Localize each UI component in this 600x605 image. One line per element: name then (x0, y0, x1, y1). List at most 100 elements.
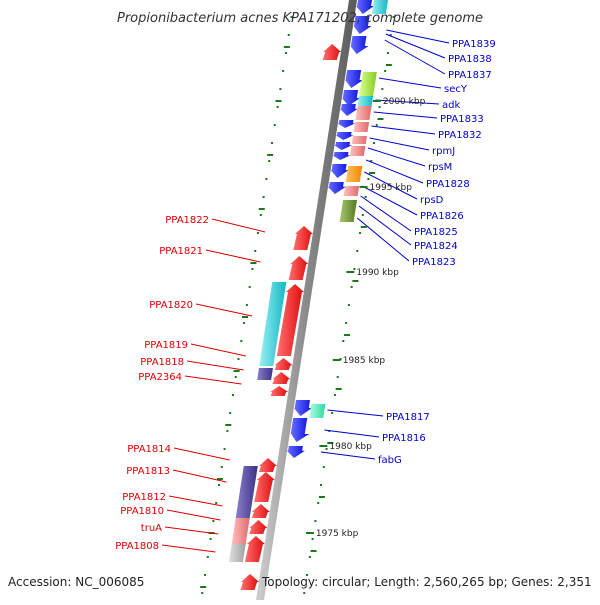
tick-major (360, 226, 367, 228)
gene-features (228, 0, 388, 590)
reverse-gene-block (231, 518, 250, 544)
forward-gene-arrow (339, 104, 358, 116)
tick-dot (384, 70, 387, 72)
reverse-leader-line (172, 469, 227, 483)
reverse-gene-arrow (322, 44, 342, 60)
reverse-leader-line (161, 544, 216, 553)
forward-leader-line (361, 185, 418, 216)
reverse-gene-block (259, 282, 287, 366)
tick-dot (209, 538, 212, 540)
tick-dot (303, 592, 306, 594)
tick-dot (345, 322, 348, 324)
reverse-gene-block (235, 466, 258, 518)
forward-gene-label: rpsD (420, 195, 444, 206)
tick-dot (284, 52, 287, 54)
reverse-gene-label: PPA1821 (159, 246, 203, 257)
forward-gene-arrow (327, 182, 346, 194)
tick-dot (215, 502, 218, 504)
topology-text: Topology: circular; Length: 2,560,265 bp… (261, 575, 592, 589)
forward-gene-arrow (353, 16, 372, 34)
reverse-gene-arrow (272, 372, 291, 384)
tick-dot (248, 286, 251, 288)
reverse-gene-label: PPA1818 (140, 357, 184, 368)
forward-gene-label: PPA1833 (440, 114, 484, 125)
forward-gene-label: PPA1824 (414, 241, 458, 252)
tick-dot (356, 250, 359, 252)
forward-gene-arrow (330, 164, 349, 178)
reverse-leader-line (205, 249, 261, 263)
reverse-gene-label: PPA1810 (120, 506, 164, 517)
tick-dot (359, 232, 362, 234)
label-leader-lines (161, 29, 450, 553)
tick-major (250, 262, 257, 264)
scale-labels: 2000 kbp 1995 kbp 1990 kbp 1985 kbp 1980 kbp… (305, 97, 426, 539)
tick-dot (378, 106, 381, 108)
tick-dot (251, 268, 254, 270)
tick-dot (240, 340, 243, 342)
reverse-gene-arrow (258, 458, 278, 472)
tick-dot (243, 322, 246, 324)
forward-gene-label: secY (444, 84, 468, 95)
reverse-gene-block (257, 368, 273, 380)
forward-leader-line (371, 125, 436, 135)
reverse-leader-line (190, 343, 246, 357)
tick-dot (254, 250, 257, 252)
tick-dot (364, 196, 367, 198)
forward-leader-line (385, 33, 446, 59)
tick-dot (370, 160, 373, 162)
forward-gene-arrow (333, 142, 352, 150)
tick-dot (234, 376, 237, 378)
tick-major (385, 64, 392, 66)
tick-dot (367, 178, 370, 180)
reverse-gene-arrow (254, 472, 275, 502)
scale-label: 1975 kbp (316, 529, 359, 539)
tick-dot (342, 340, 345, 342)
forward-gene-arrow (294, 400, 312, 416)
accession-text: Accession: NC_006085 (8, 575, 144, 589)
tick-major (369, 172, 376, 174)
tick-dot (273, 124, 276, 126)
tick-dot (311, 538, 314, 540)
reverse-gene-label: PPA1822 (165, 215, 209, 226)
reverse-leader-line (195, 303, 253, 317)
forward-gene-block (355, 106, 372, 120)
tick-dot (336, 376, 339, 378)
tick-dot (268, 160, 271, 162)
forward-gene-block (309, 404, 326, 418)
forward-leader-line (364, 171, 418, 200)
reverse-gene-arrow (276, 284, 304, 356)
tick-major (318, 496, 325, 498)
reverse-gene-arrow (274, 358, 293, 370)
forward-gene-label: PPA1825 (414, 227, 458, 238)
tick-dot (231, 394, 234, 396)
reverse-gene-label: truA (141, 523, 162, 534)
forward-leader-line (366, 159, 424, 184)
tick-dot (389, 34, 392, 36)
tick-dot (220, 466, 223, 468)
forward-gene-label: PPA1823 (412, 257, 456, 268)
tick-dot (325, 448, 328, 450)
tick-dot (279, 88, 282, 90)
forward-gene-arrow (345, 70, 364, 88)
tick-dot (322, 466, 325, 468)
reverse-leader-line (166, 509, 221, 521)
tick-dot (290, 16, 293, 18)
tick-dot (282, 70, 285, 72)
forward-gene-label: PPA1817 (386, 412, 430, 423)
forward-gene-block (351, 136, 367, 144)
reverse-gene-arrow (244, 536, 265, 562)
tick-dot (226, 430, 229, 432)
forward-leader-line (327, 409, 384, 417)
tick-dot (314, 520, 317, 522)
forward-gene-label: PPA1837 (448, 70, 492, 81)
forward-gene-label: PPA1816 (382, 433, 426, 444)
tick-dot (361, 214, 364, 216)
tick-major (310, 550, 317, 552)
forward-gene-label: adk (442, 100, 460, 111)
forward-leader-line (358, 205, 412, 246)
reverse-leader-line (168, 495, 223, 507)
reverse-gene-label: PPA1814 (127, 444, 171, 455)
reverse-gene-label: PPA1819 (144, 340, 188, 351)
forward-leader-line (386, 29, 450, 44)
scale-ticks (200, 16, 395, 605)
